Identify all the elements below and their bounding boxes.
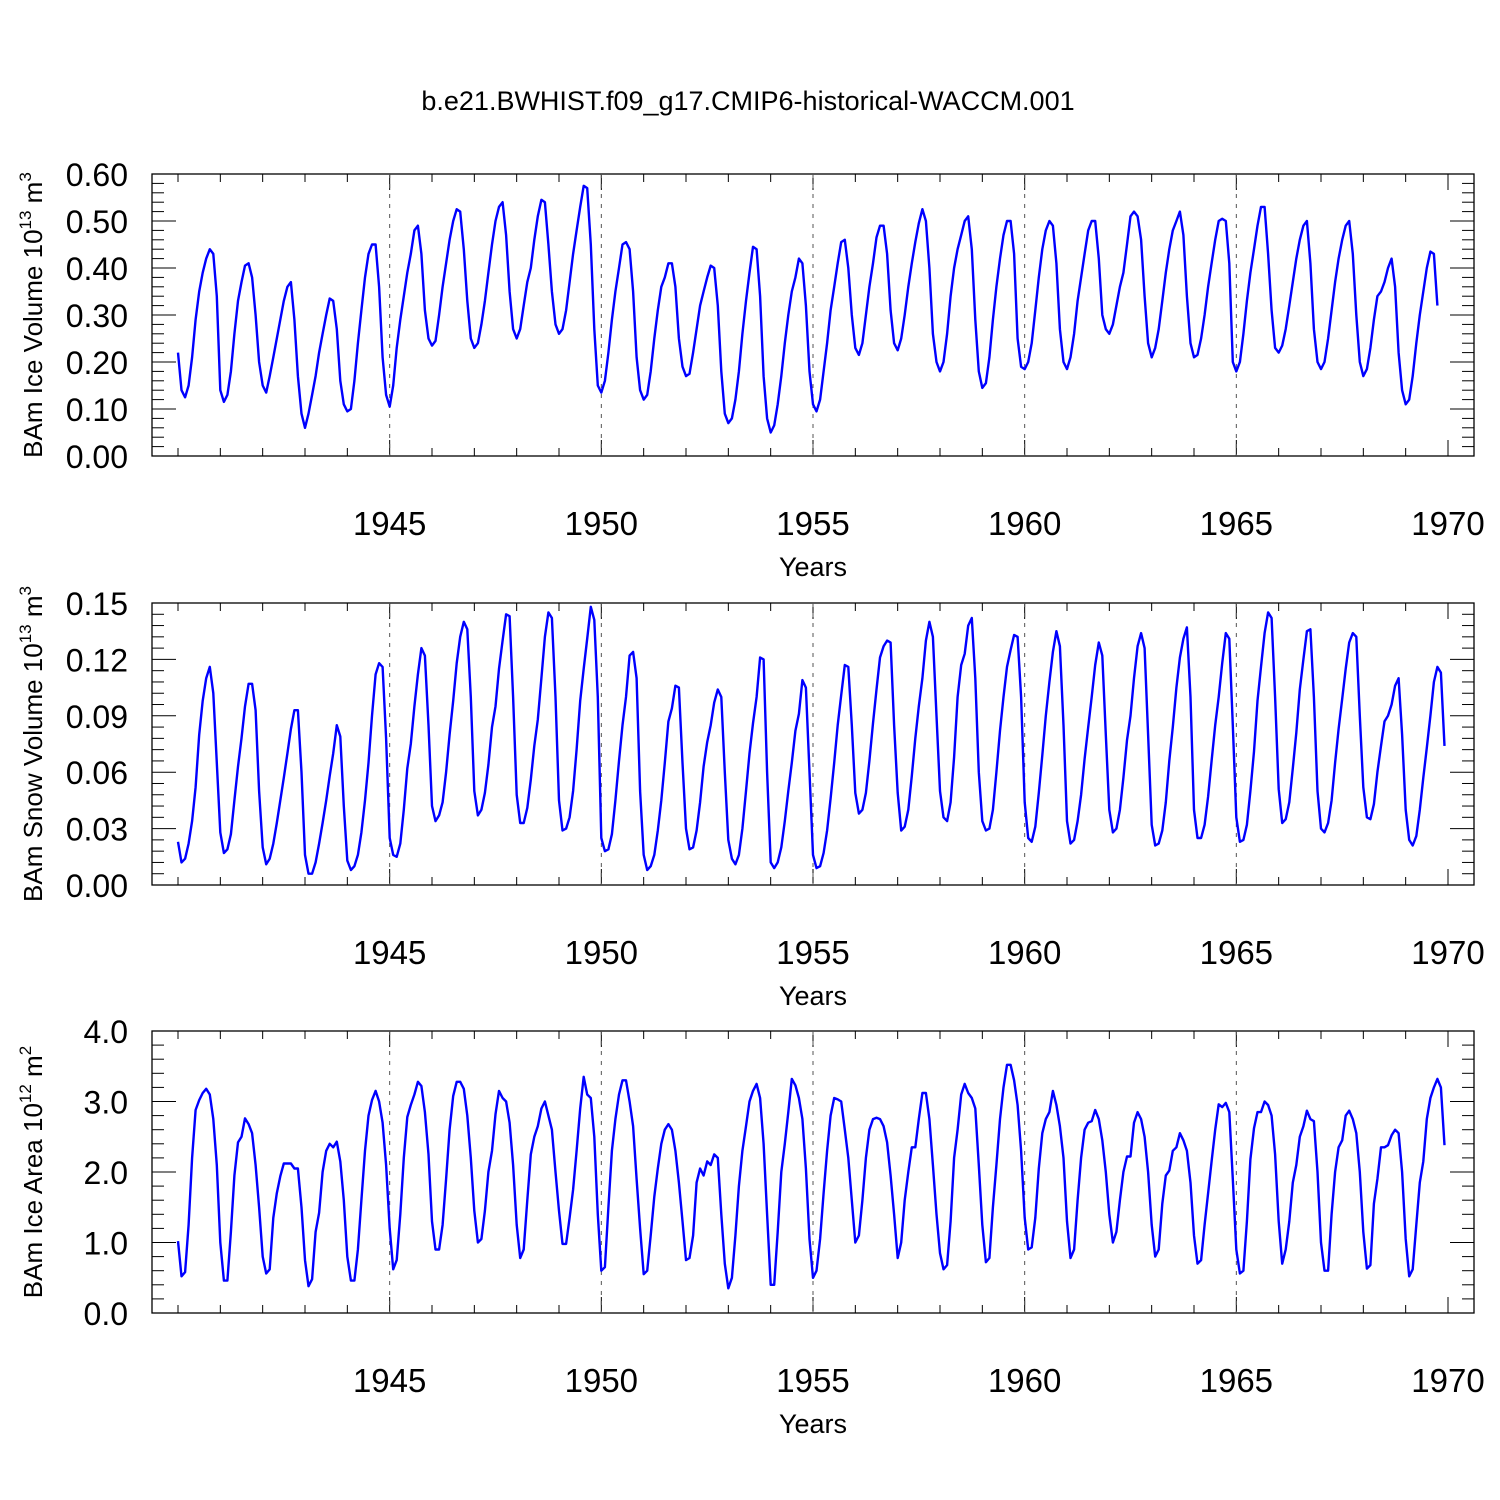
y-tick-label: 0.15 bbox=[66, 586, 128, 622]
y-tick-label: 0.06 bbox=[66, 755, 128, 791]
x-tick-label: 1945 bbox=[353, 505, 426, 542]
y-label-main: BAm Snow Volume 10 bbox=[18, 643, 48, 902]
x-tick-label: 1970 bbox=[1411, 505, 1484, 542]
y-label-exponent: 12 bbox=[16, 1084, 35, 1103]
y-tick-label: 0.00 bbox=[66, 439, 128, 475]
x-axis-label: Years bbox=[779, 1409, 847, 1439]
y-label-unit-exponent: 2 bbox=[16, 1046, 35, 1055]
y-tick-label: 0.0 bbox=[84, 1296, 128, 1332]
series-line bbox=[176, 184, 1439, 434]
x-axis-label: Years bbox=[779, 552, 847, 582]
y-tick-label: 0.50 bbox=[66, 204, 128, 240]
y-label-unit-exponent: 3 bbox=[16, 586, 35, 595]
x-tick-label: 1965 bbox=[1200, 1362, 1273, 1399]
x-tick-label: 1945 bbox=[353, 1362, 426, 1399]
y-tick-label: 0.60 bbox=[66, 157, 128, 193]
y-tick-label: 0.20 bbox=[66, 345, 128, 381]
y-label-unit-exponent: 3 bbox=[16, 172, 35, 181]
x-tick-label: 1950 bbox=[565, 1362, 638, 1399]
y-tick-label: 0.03 bbox=[66, 812, 128, 848]
series-line bbox=[176, 1063, 1446, 1290]
x-axis-label: Years bbox=[779, 981, 847, 1011]
y-label-exponent: 13 bbox=[16, 624, 35, 643]
y-axis-label: BAm Snow Volume 1013 m3 bbox=[16, 586, 48, 902]
y-tick-label: 0.09 bbox=[66, 699, 128, 735]
y-tick-label: 0.10 bbox=[66, 392, 128, 428]
x-tick-label: 1965 bbox=[1200, 505, 1273, 542]
x-tick-label: 1945 bbox=[353, 934, 426, 971]
y-label-unit: m bbox=[18, 1055, 48, 1084]
x-tick-label: 1970 bbox=[1411, 1362, 1484, 1399]
x-tick-label: 1970 bbox=[1411, 934, 1484, 971]
y-label-exponent: 13 bbox=[16, 211, 35, 230]
y-tick-label: 0.00 bbox=[66, 868, 128, 904]
panel-ice-volume: 1945 1950 1955 1960 1965 1970 Years 0.00 0.10 0.2… bbox=[16, 157, 1485, 582]
y-label-unit: m bbox=[18, 595, 48, 624]
y-tick-label: 3.0 bbox=[84, 1085, 128, 1121]
x-tick-label: 1955 bbox=[776, 934, 849, 971]
y-tick-label: 0.30 bbox=[66, 298, 128, 334]
x-tick-label: 1960 bbox=[988, 1362, 1061, 1399]
x-tick-label: 1955 bbox=[776, 505, 849, 542]
y-label-main: BAm Ice Area 10 bbox=[18, 1103, 48, 1298]
y-label-main: BAm Ice Volume 10 bbox=[18, 229, 48, 457]
y-axis-label: BAm Ice Volume 1013 m3 bbox=[16, 172, 48, 458]
figure-title: b.e21.BWHIST.f09_g17.CMIP6-historical-WA… bbox=[421, 86, 1074, 116]
x-tick-label: 1955 bbox=[776, 1362, 849, 1399]
panel-snow-volume: 1945 1950 1955 1960 1965 1970 Years 0.00 0.03 0.0… bbox=[16, 586, 1485, 1011]
y-tick-label: 2.0 bbox=[84, 1155, 128, 1191]
y-tick-label: 1.0 bbox=[84, 1226, 128, 1262]
panel-ice-area: 1945 1950 1955 1960 1965 1970 Years 0.0 1.0 2.0 3.… bbox=[16, 1014, 1485, 1439]
x-tick-label: 1960 bbox=[988, 505, 1061, 542]
y-tick-label: 4.0 bbox=[84, 1014, 128, 1050]
y-label-unit: m bbox=[18, 182, 48, 211]
series-line bbox=[176, 605, 1446, 875]
y-tick-label: 0.12 bbox=[66, 642, 128, 678]
x-tick-label: 1965 bbox=[1200, 934, 1273, 971]
x-tick-label: 1960 bbox=[988, 934, 1061, 971]
x-tick-label: 1950 bbox=[565, 505, 638, 542]
y-tick-label: 0.40 bbox=[66, 251, 128, 287]
x-tick-label: 1950 bbox=[565, 934, 638, 971]
y-axis-label: BAm Ice Area 1012 m2 bbox=[16, 1046, 48, 1298]
